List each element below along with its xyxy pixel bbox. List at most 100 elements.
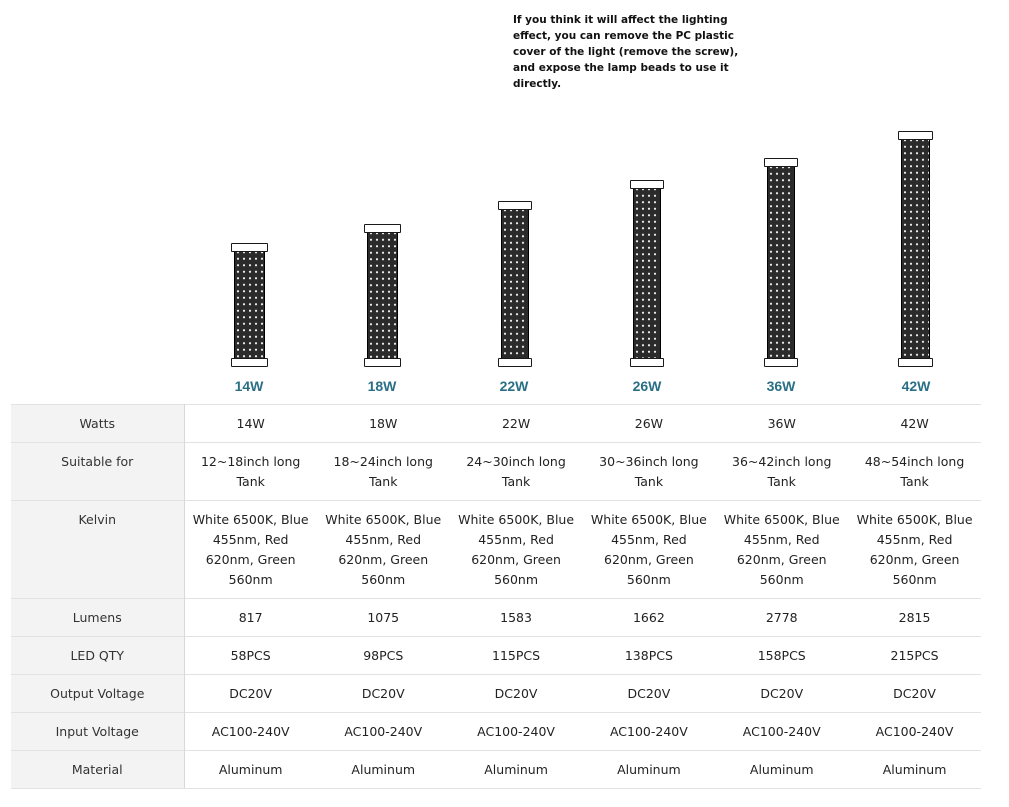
cell-text: DC20V: [229, 686, 273, 701]
lamp-label-36w: 36W: [766, 378, 796, 394]
cell-text: 18W: [369, 416, 398, 431]
table-cell: DC20V: [582, 674, 716, 713]
row-header-label: Input Voltage: [55, 724, 139, 739]
cell-text: 2815: [898, 610, 931, 625]
row-header: Watts: [11, 404, 185, 443]
cell-text: Aluminum: [484, 762, 548, 777]
cell-text: 620nm, Green: [205, 552, 296, 567]
cell-text: 455nm, Red: [478, 532, 554, 547]
table-row: Lumens 817 1075 1583 1662 2778 2815: [11, 598, 981, 637]
table-cell: AC100-240V: [715, 712, 849, 751]
table-row: Watts 14W 18W 22W 26W 36W 42W: [11, 404, 981, 443]
cell-text: 26W: [634, 416, 664, 431]
table-cell: 2778: [715, 598, 849, 637]
table-cell: DC20V: [449, 674, 583, 713]
cell-text: 560nm: [361, 572, 406, 587]
cell-text: DC20V: [361, 686, 405, 701]
row-header-label: Material: [71, 762, 123, 777]
lamp-18w-image: [364, 224, 401, 367]
table-cell: Aluminum: [715, 750, 849, 789]
note-line: effect, you can remove the PC plastic: [513, 30, 734, 42]
cell-text: 455nm, Red: [212, 532, 289, 547]
row-header: Material: [11, 750, 185, 789]
cell-text: 1583: [500, 610, 532, 625]
note-line: directly.: [513, 78, 562, 90]
table-cell: 36~42inch long Tank: [715, 442, 849, 501]
cell-text: 36W: [767, 416, 796, 431]
table-cell: 48~54inch long Tank: [848, 442, 981, 501]
cell-text: White 6500K, Blue: [856, 512, 973, 527]
cell-text: Aluminum: [218, 762, 283, 777]
cell-text: 620nm, Green: [736, 552, 827, 567]
cell-text: 18~24inch long: [333, 454, 433, 469]
lamp-label-42w: 42W: [901, 378, 931, 394]
cell-text: White 6500K, Blue: [192, 512, 309, 527]
table-cell: White 6500K, Blue 455nm, Red 620nm, Green 5…: [582, 500, 716, 599]
cell-text: DC20V: [494, 686, 538, 701]
table-cell: AC100-240V: [449, 712, 583, 751]
table-cell: White 6500K, Blue 455nm, Red 620nm, Green 5…: [848, 500, 981, 599]
table-cell: Aluminum: [316, 750, 450, 789]
lamp-label-14w: 14W: [234, 378, 264, 394]
table-cell: AC100-240V: [316, 712, 450, 751]
cell-text: 817: [238, 610, 263, 625]
cell-text: 560nm: [892, 572, 937, 587]
table-cell: Aluminum: [582, 750, 716, 789]
row-header: Input Voltage: [11, 712, 185, 751]
table-cell: White 6500K, Blue 455nm, Red 620nm, Green 5…: [715, 500, 849, 599]
cell-text: White 6500K, Blue: [590, 512, 707, 527]
cell-text: 48~54inch long: [864, 454, 965, 469]
row-header: Kelvin: [11, 500, 185, 599]
note-line: cover of the light (remove the screw),: [513, 46, 739, 58]
row-header: LED QTY: [11, 636, 185, 675]
table-cell: White 6500K, Blue 455nm, Red 620nm, Green 5…: [184, 500, 317, 599]
cell-text: White 6500K, Blue: [325, 512, 442, 527]
table-cell: 2815: [848, 598, 981, 637]
table-cell: 42W: [848, 404, 981, 443]
row-header-label: Output Voltage: [50, 686, 145, 701]
cell-text: Aluminum: [351, 762, 416, 777]
table-row: Kelvin White 6500K, Blue 455nm, Red 620nm, …: [11, 500, 981, 599]
cell-text: Tank: [501, 474, 531, 489]
cell-text: AC100-240V: [477, 724, 555, 739]
cell-text: DC20V: [627, 686, 671, 701]
cell-text: 560nm: [494, 572, 539, 587]
cell-text: 14W: [236, 416, 265, 431]
cell-text: 455nm, Red: [345, 532, 422, 547]
table-cell: White 6500K, Blue 455nm, Red 620nm, Green 5…: [316, 500, 450, 599]
cell-text: 98PCS: [363, 648, 404, 663]
cell-text: 1075: [367, 610, 400, 625]
row-header-label: Kelvin: [78, 512, 117, 527]
cell-text: Tank: [369, 474, 398, 489]
table-cell: 115PCS: [449, 636, 583, 675]
cell-text: 620nm, Green: [338, 552, 429, 567]
cell-text: Aluminum: [617, 762, 681, 777]
lamp-22w-image: [498, 201, 532, 367]
lamp-36w-image: [764, 158, 798, 367]
cell-text: 455nm, Red: [743, 532, 820, 547]
table-cell: 12~18inch long Tank: [184, 442, 317, 501]
row-header: Output Voltage: [11, 674, 185, 713]
table-row: LED QTY 58PCS 98PCS 115PCS 138PCS 158PCS 215PC…: [11, 636, 981, 675]
spec-table: Watts 14W 18W 22W 26W 36W 42W Suitable for 12~18…: [11, 404, 981, 789]
table-cell: Aluminum: [449, 750, 583, 789]
table-cell: 817: [184, 598, 317, 637]
table-cell: 58PCS: [184, 636, 317, 675]
table-cell: AC100-240V: [184, 712, 317, 751]
row-header-label: LED QTY: [70, 648, 125, 663]
table-row: Suitable for 12~18inch long Tank 18~24inch …: [11, 442, 981, 501]
cell-text: AC100-240V: [609, 724, 688, 739]
table-cell: 24~30inch long Tank: [449, 442, 583, 501]
row-header-label: Watts: [79, 416, 116, 431]
cell-text: 36~42inch long: [732, 454, 832, 469]
lamp-14w-image: [231, 243, 268, 367]
note-line: If you think it will affect the lighting: [513, 14, 728, 26]
cell-text: 455nm, Red: [611, 532, 687, 547]
table-cell: 1075: [316, 598, 450, 637]
table-row: Input Voltage AC100-240V AC100-240V AC100-2…: [11, 712, 981, 751]
cell-text: 115PCS: [492, 648, 541, 663]
cell-text: 1662: [632, 610, 665, 625]
lighting-note: If you think it will affect the lighting…: [513, 12, 743, 92]
note-line: and expose the lamp beads to use it: [513, 62, 729, 74]
table-cell: 215PCS: [848, 636, 981, 675]
